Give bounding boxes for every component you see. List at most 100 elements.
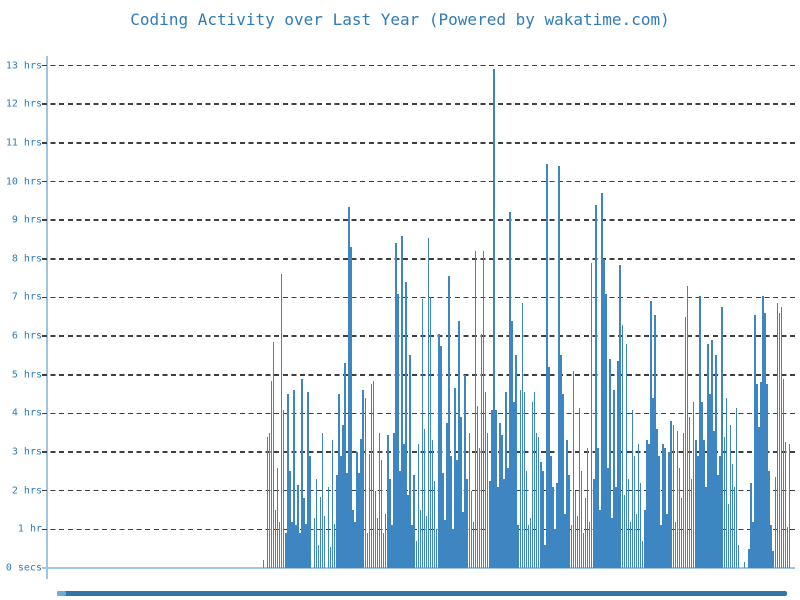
activity-bar: [576, 515, 579, 568]
activity-bar: [421, 299, 424, 568]
scrollbar-handle-cap[interactable]: [57, 591, 66, 596]
activity-bar: [713, 430, 715, 568]
activity-bar: [407, 494, 409, 568]
activity-bar: [340, 455, 342, 568]
activity-bar: [743, 562, 746, 568]
activity-bar: [462, 511, 464, 568]
gridline: [42, 219, 795, 221]
activity-bar: [350, 247, 352, 568]
activity-bar: [415, 540, 418, 568]
activity-bar: [454, 388, 456, 568]
activity-bar: [684, 316, 687, 568]
activity-bar: [331, 440, 334, 568]
activity-bar: [433, 481, 436, 568]
activity-bar: [725, 397, 728, 568]
activity-bar: [584, 498, 587, 568]
activity-bar: [776, 303, 779, 568]
gridline: [42, 412, 795, 415]
activity-bar: [756, 384, 758, 568]
activity-bar: [692, 401, 695, 568]
activity-bar: [460, 417, 462, 568]
x-axis-baseline: [42, 567, 795, 569]
activity-bar: [474, 251, 477, 568]
activity-bar: [611, 517, 613, 568]
activity-bar: [654, 314, 656, 568]
activity-bar: [505, 392, 507, 568]
activity-bar: [327, 486, 330, 568]
activity-bar: [439, 345, 442, 568]
activity-bar: [403, 444, 405, 568]
activity-bar: [476, 405, 479, 568]
activity-bar: [266, 436, 269, 568]
activity-bar: [711, 339, 713, 568]
activity-bar: [552, 486, 554, 568]
activity-bar: [382, 533, 385, 568]
activity-bar: [356, 452, 358, 568]
activity-bar: [527, 525, 530, 568]
activity-bar: [717, 475, 719, 568]
activity-bar: [274, 510, 277, 568]
activity-bar: [546, 164, 548, 568]
activity-bar: [668, 452, 670, 568]
activity-bar: [488, 481, 491, 568]
activity-bar: [648, 444, 650, 568]
activity-bar: [607, 467, 609, 568]
activity-bar: [737, 544, 740, 568]
activity-bar: [368, 453, 371, 568]
activity-bar: [513, 401, 515, 568]
activity-bar: [301, 378, 303, 568]
activity-bar: [582, 533, 585, 568]
activity-bar: [544, 544, 546, 568]
activity-bar: [497, 486, 499, 568]
activity-bar: [344, 363, 346, 568]
activity-bar: [762, 295, 764, 568]
activity-bar: [605, 293, 607, 568]
activity-bar: [556, 482, 558, 568]
activity-bar: [289, 471, 291, 568]
gridline: [42, 64, 795, 67]
activity-bar: [386, 434, 389, 568]
activity-bar: [364, 397, 367, 568]
activity-bar: [303, 498, 305, 568]
activity-bar: [417, 444, 420, 568]
activity-bar: [490, 409, 493, 568]
activity-bar: [735, 407, 738, 568]
gridline: [42, 258, 795, 260]
activity-bar: [535, 432, 538, 568]
gridline: [42, 335, 795, 337]
activity-bar: [495, 409, 497, 568]
activity-bar: [425, 515, 428, 568]
activity-bar: [784, 442, 787, 568]
horizontal-scrollbar[interactable]: [57, 591, 787, 596]
ytick-label: 8 hrs: [11, 253, 42, 265]
activity-bar: [405, 281, 407, 568]
activity-bar: [284, 533, 287, 568]
activity-bar: [592, 479, 595, 568]
activity-bar: [562, 394, 564, 568]
activity-bar: [721, 307, 724, 568]
activity-bar: [680, 498, 683, 568]
activity-bar: [770, 525, 772, 568]
activity-bar: [699, 295, 701, 568]
activity-bar: [452, 529, 454, 568]
activity-bar: [280, 274, 283, 568]
activity-bar: [747, 548, 750, 568]
activity-bar: [499, 423, 501, 568]
activity-bar: [786, 527, 789, 568]
activity-bar: [682, 432, 685, 568]
activity-bar: [517, 525, 520, 568]
activity-bar: [631, 409, 634, 568]
activity-bar: [291, 521, 293, 568]
activity-bar: [370, 384, 373, 568]
activity-bar: [678, 467, 681, 568]
activity-bar: [456, 459, 458, 568]
activity-bar: [409, 355, 411, 568]
activity-bar: [362, 390, 365, 568]
activity-bar: [621, 324, 624, 568]
activity-bar: [413, 475, 416, 568]
activity-bar: [764, 312, 766, 568]
activity-bar: [282, 409, 285, 568]
activity-bar: [515, 355, 518, 568]
activity-bar: [560, 355, 562, 568]
activity-bar: [778, 312, 781, 568]
